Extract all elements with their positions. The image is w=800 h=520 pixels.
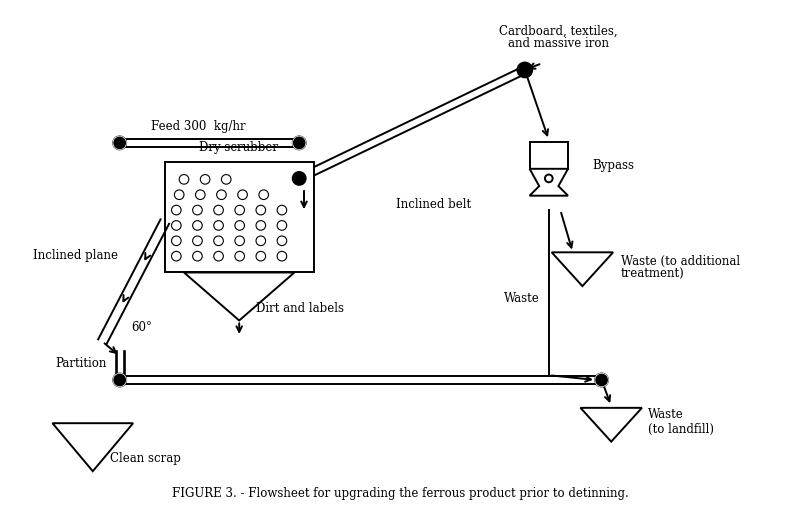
- Circle shape: [113, 373, 126, 387]
- Polygon shape: [530, 169, 568, 196]
- Text: Dry scrubber: Dry scrubber: [199, 141, 278, 154]
- Text: Inclined plane: Inclined plane: [34, 249, 118, 262]
- Text: Bypass: Bypass: [592, 160, 634, 173]
- Bar: [165, 162, 314, 272]
- Text: Waste (to additional: Waste (to additional: [621, 255, 740, 268]
- Text: treatment): treatment): [621, 268, 685, 281]
- Polygon shape: [184, 272, 294, 320]
- Text: FIGURE 3. - Flowsheet for upgrading the ferrous product prior to detinning.: FIGURE 3. - Flowsheet for upgrading the …: [172, 487, 628, 500]
- Text: Waste: Waste: [503, 292, 539, 305]
- Text: Feed 300  kg/hr: Feed 300 kg/hr: [151, 120, 246, 133]
- Text: Clean scrap: Clean scrap: [110, 452, 181, 465]
- Text: (to landfill): (to landfill): [648, 422, 714, 435]
- Text: Dirt and labels: Dirt and labels: [256, 302, 344, 315]
- Text: Inclined belt: Inclined belt: [396, 198, 471, 211]
- Circle shape: [293, 172, 306, 185]
- Text: Cardboard, textiles,: Cardboard, textiles,: [499, 24, 618, 37]
- Polygon shape: [53, 423, 133, 471]
- Bar: [530, 142, 568, 169]
- Circle shape: [595, 373, 608, 387]
- Circle shape: [113, 136, 126, 150]
- Text: Waste: Waste: [648, 408, 683, 421]
- Circle shape: [517, 62, 533, 77]
- Text: 60°: 60°: [131, 321, 152, 334]
- Polygon shape: [552, 252, 613, 286]
- Text: Partition: Partition: [56, 357, 107, 370]
- Text: and massive iron: and massive iron: [508, 37, 609, 50]
- Circle shape: [293, 136, 306, 150]
- Polygon shape: [581, 408, 642, 441]
